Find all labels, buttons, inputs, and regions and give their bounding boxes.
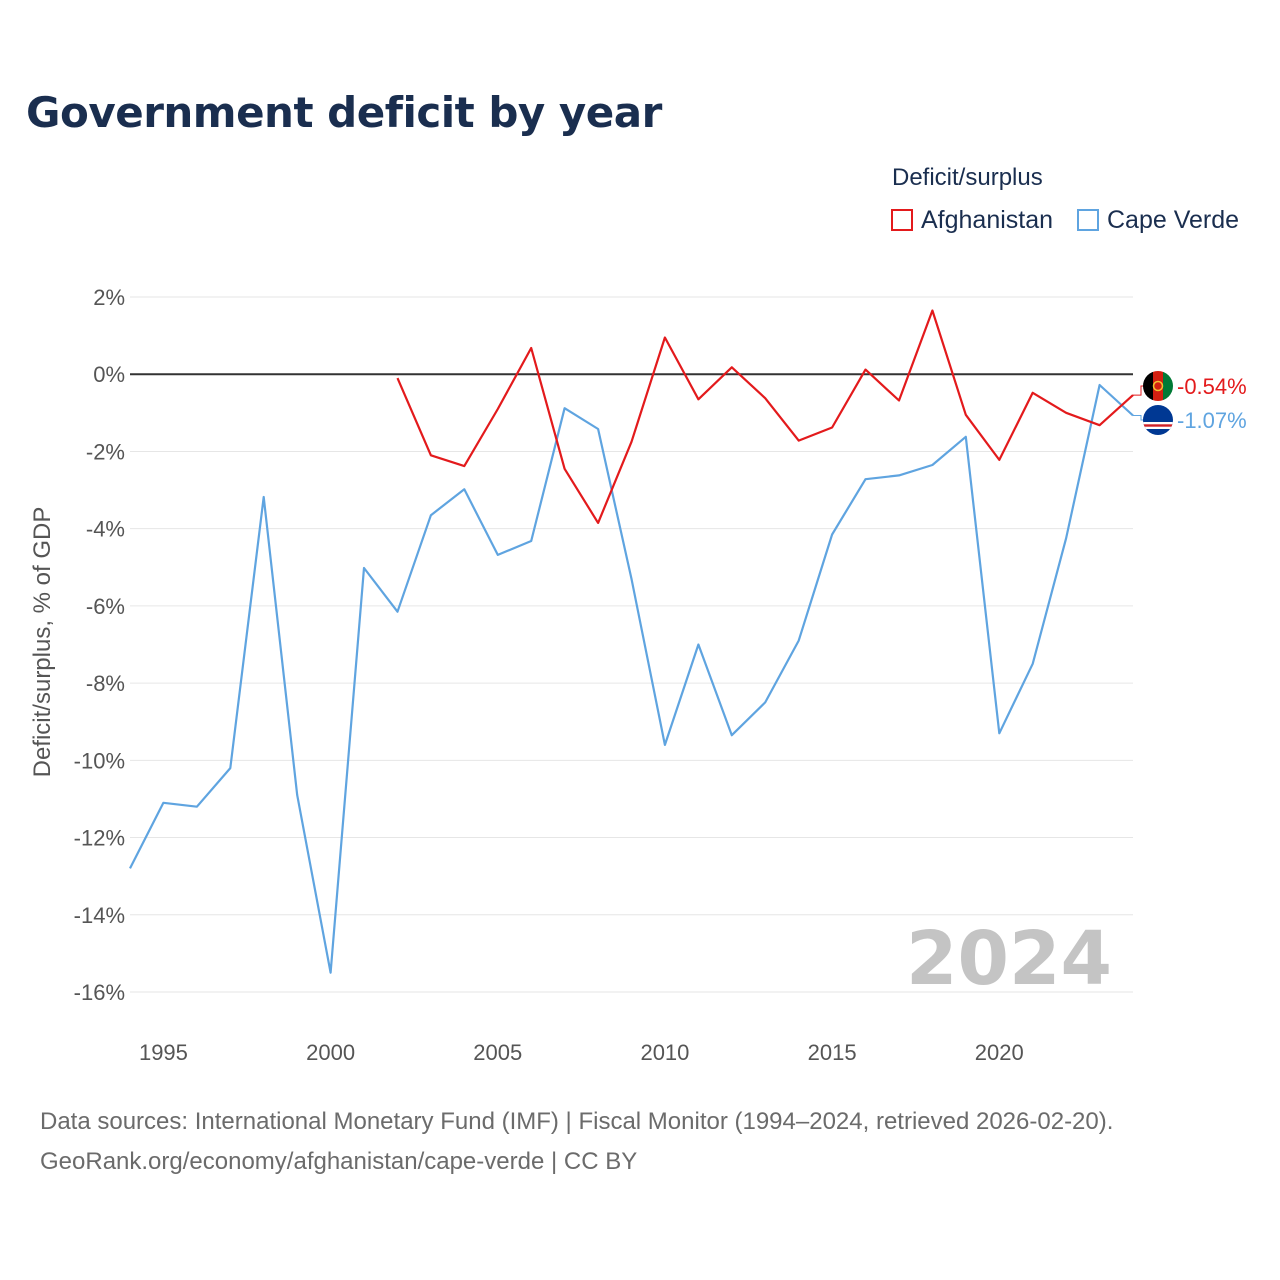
footer-sources: Data sources: International Monetary Fun… <box>40 1108 1114 1135</box>
series-line-cape-verde[interactable] <box>129 383 1134 974</box>
legend-label-afghanistan: Afghanistan <box>921 205 1054 234</box>
y-tick-label: -12% <box>74 826 125 851</box>
end-value-label: -0.54% <box>1177 374 1247 399</box>
x-tick-label: 2000 <box>306 1040 355 1065</box>
legend-label-cape-verde: Cape Verde <box>1107 205 1240 234</box>
end-label-connector <box>1133 415 1144 421</box>
y-axis-label: Deficit/surplus, % of GDP <box>29 507 56 778</box>
gridlines <box>130 296 1133 993</box>
x-axis-ticks: 1995 2000 2005 2010 2015 2020 <box>139 1040 1024 1065</box>
y-tick-label: 2% <box>93 285 125 310</box>
x-tick-label: 2015 <box>808 1040 857 1065</box>
y-tick-label: -6% <box>86 594 125 619</box>
x-tick-label: 1995 <box>139 1040 188 1065</box>
y-tick-label: 0% <box>93 362 125 387</box>
legend-item-cape-verde[interactable]: Cape Verde <box>1077 205 1239 235</box>
end-label-connector <box>1133 385 1144 396</box>
chart-title: Government deficit by year <box>26 88 662 137</box>
chart-area: 2024 2% 0% -2% -4% -6% -8% -10% -12% -14% -16% 19… <box>29 285 1247 1065</box>
x-tick-label: 2010 <box>640 1040 689 1065</box>
watermark-layer: 2024 <box>906 916 1112 1002</box>
end-value-label: -1.07% <box>1177 408 1247 433</box>
footer-url[interactable]: GeoRank.org/economy/afghanistan/cape-ver… <box>40 1148 638 1175</box>
cape-verde-flag-icon <box>1143 405 1173 435</box>
legend-swatch-afghanistan <box>891 209 913 231</box>
y-tick-label: -4% <box>86 517 125 542</box>
x-tick-label: 2020 <box>975 1040 1024 1065</box>
end-labels: -0.54% -1.07% <box>1133 371 1247 435</box>
series-line-afghanistan[interactable] <box>396 309 1134 525</box>
y-tick-label: -10% <box>74 748 125 773</box>
afghanistan-flag-icon <box>1143 371 1173 401</box>
y-tick-label: -8% <box>86 671 125 696</box>
y-tick-label: -16% <box>74 980 125 1005</box>
y-tick-label: -2% <box>86 439 125 464</box>
series-layer <box>129 309 1134 974</box>
x-tick-label: 2005 <box>473 1040 522 1065</box>
y-axis-ticks: 2% 0% -2% -4% -6% -8% -10% -12% -14% -16% <box>74 285 125 1005</box>
legend-title: Deficit/surplus <box>892 164 1043 191</box>
legend-item-afghanistan[interactable]: Afghanistan <box>891 205 1053 235</box>
y-tick-label: -14% <box>74 903 125 928</box>
legend-swatch-cape-verde <box>1077 209 1099 231</box>
year-watermark: 2024 <box>906 916 1112 1002</box>
